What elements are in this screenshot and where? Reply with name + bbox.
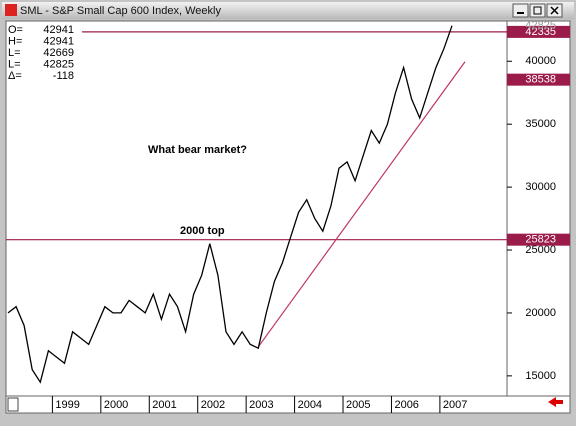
price-tag-label: 42335 xyxy=(525,26,556,38)
title-bar xyxy=(2,2,574,19)
x-tick-label: 2003 xyxy=(249,399,273,411)
x-tick-label: 2002 xyxy=(201,399,225,411)
ohlc-label: O= xyxy=(8,24,23,36)
ohlc-value: -118 xyxy=(53,70,74,82)
price-tag xyxy=(507,233,570,246)
ohlc-label: H= xyxy=(8,35,22,47)
ohlc-value: 42669 xyxy=(43,47,74,59)
trendline xyxy=(257,61,466,348)
x-tick-label: 2000 xyxy=(104,399,128,411)
x-tick-label: 1999 xyxy=(55,399,79,411)
ohlc-label: L= xyxy=(8,47,21,59)
annotation: 2000 top xyxy=(180,225,225,237)
x-tick-label: 2005 xyxy=(346,399,370,411)
y-tick-label: 15000 xyxy=(525,370,556,382)
y-tick-label: 35000 xyxy=(525,118,556,130)
window-buttons[interactable] xyxy=(512,3,563,18)
y-tick-label: 40000 xyxy=(525,55,556,67)
price-tag-label: 25823 xyxy=(525,234,556,246)
x-tick-label: 2001 xyxy=(152,399,176,411)
annotation: What bear market? xyxy=(148,144,247,156)
ohlc-label: Δ= xyxy=(8,70,22,82)
icon xyxy=(550,6,559,15)
minimize-button[interactable] xyxy=(512,3,529,18)
scroll-arrow[interactable] xyxy=(548,397,563,407)
y-tick-label: 30000 xyxy=(525,181,556,193)
x-tick-label: 2007 xyxy=(443,399,467,411)
ohlc-label: L= xyxy=(8,58,21,70)
scroll-box[interactable] xyxy=(7,397,19,412)
ohlc-value: 42941 xyxy=(43,24,74,36)
price-tag-label: 38538 xyxy=(525,74,556,86)
last-price-label: 42825 xyxy=(525,20,556,32)
x-tick-label: 2004 xyxy=(298,399,322,411)
maximize-button[interactable] xyxy=(529,3,546,18)
x-tick-label: 2006 xyxy=(394,399,418,411)
price-tag xyxy=(507,25,570,38)
plot-area xyxy=(5,20,508,397)
y-tick-label: 25000 xyxy=(525,244,556,256)
time-axis xyxy=(5,395,571,414)
price-tag xyxy=(507,73,570,86)
y-tick-label: 20000 xyxy=(525,307,556,319)
ohlc-value: 42825 xyxy=(43,58,74,70)
icon xyxy=(533,6,542,15)
ohlc-value: 42941 xyxy=(43,35,74,47)
price-line xyxy=(7,25,453,384)
window-title: SML - S&P Small Cap 600 Index, Weekly xyxy=(20,5,221,17)
app-icon xyxy=(5,4,17,16)
